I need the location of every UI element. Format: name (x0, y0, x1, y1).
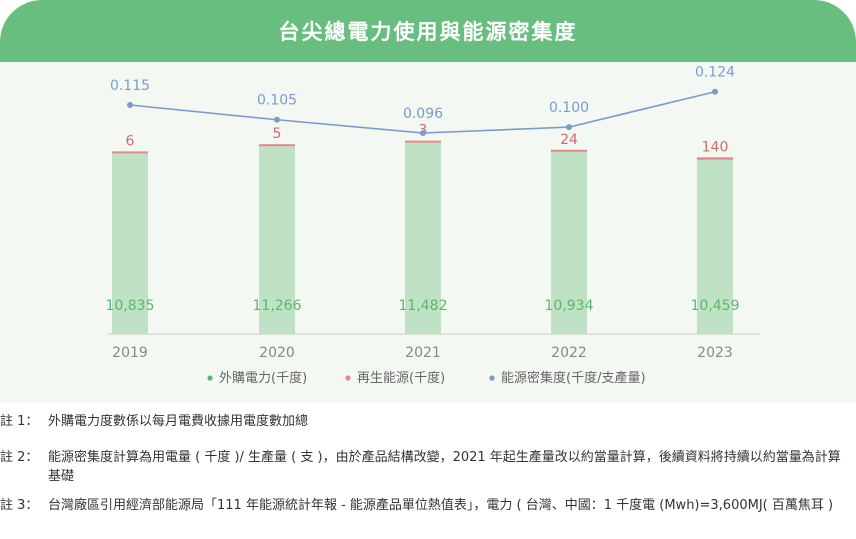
bar-purchased-2020 (259, 146, 295, 334)
chart-title: 台尖總電力使用與能源密集度 (278, 20, 578, 44)
renewable-value-label: 6 (126, 133, 135, 149)
purchased-value-label: 11,482 (399, 298, 448, 314)
renewable-value-label: 140 (702, 139, 729, 155)
bar-renewable-2022 (551, 149, 587, 152)
footnote-label: 註 2： (0, 450, 39, 465)
legend-label: 能源密集度(千度/支產量) (501, 370, 646, 386)
chart-svg: 610,8352019511,2662020311,48220212410,93… (106, 65, 760, 386)
title-banner: 台尖總電力使用與能源密集度 (0, 0, 856, 62)
intensity-point (274, 116, 280, 123)
x-tick-label: 2022 (551, 345, 587, 361)
intensity-value-label: 0.100 (549, 100, 589, 116)
intensity-point (127, 102, 133, 108)
bar-purchased-2019 (112, 153, 148, 334)
purchased-value-label: 10,934 (545, 298, 594, 314)
purchased-value-label: 10,459 (691, 298, 740, 314)
footnote-label: 註 1： (0, 414, 39, 429)
footnote-text: 能源密集度計算為用電量 ( 千度 )/ 生產量 ( 支 )，由於產品結構改變，2… (48, 450, 841, 484)
x-tick-label: 2020 (259, 345, 295, 361)
legend-marker (345, 375, 351, 381)
legend-marker (489, 375, 495, 381)
bar-renewable-2021 (405, 140, 441, 143)
legend-label: 外購電力(千度) (219, 370, 307, 386)
x-tick-label: 2019 (112, 345, 148, 361)
intensity-point (566, 124, 572, 131)
bar-purchased-2021 (405, 142, 441, 334)
footnote-text: 外購電力度數係以每月電費收據用電度數加總 (48, 414, 309, 429)
bar-renewable-2020 (259, 144, 295, 147)
purchased-value-label: 11,266 (253, 298, 302, 314)
footnote-label: 註 3： (0, 498, 39, 513)
legend-label: 再生能源(千度) (357, 370, 445, 386)
intensity-value-label: 0.096 (403, 106, 443, 122)
bar-purchased-2022 (551, 151, 587, 334)
legend-marker (207, 375, 213, 381)
purchased-value-label: 10,835 (106, 298, 155, 314)
renewable-value-label: 24 (560, 132, 578, 148)
intensity-value-label: 0.105 (257, 93, 297, 109)
intensity-point (712, 88, 718, 95)
intensity-value-label: 0.124 (695, 65, 735, 81)
bar-purchased-2023 (697, 159, 733, 334)
intensity-point (420, 130, 426, 136)
renewable-value-label: 5 (273, 126, 282, 142)
x-tick-label: 2021 (405, 345, 441, 361)
chart-panel: 610,8352019511,2662020311,48220212410,93… (0, 62, 856, 402)
footnote-text: 台灣廠區引用經濟部能源局「111 年能源統計年報 - 能源產品單位熱值表」，電力… (48, 498, 834, 513)
bar-renewable-2019 (112, 151, 148, 154)
bar-renewable-2023 (697, 157, 733, 160)
x-tick-label: 2023 (697, 345, 733, 361)
intensity-value-label: 0.115 (110, 78, 150, 94)
